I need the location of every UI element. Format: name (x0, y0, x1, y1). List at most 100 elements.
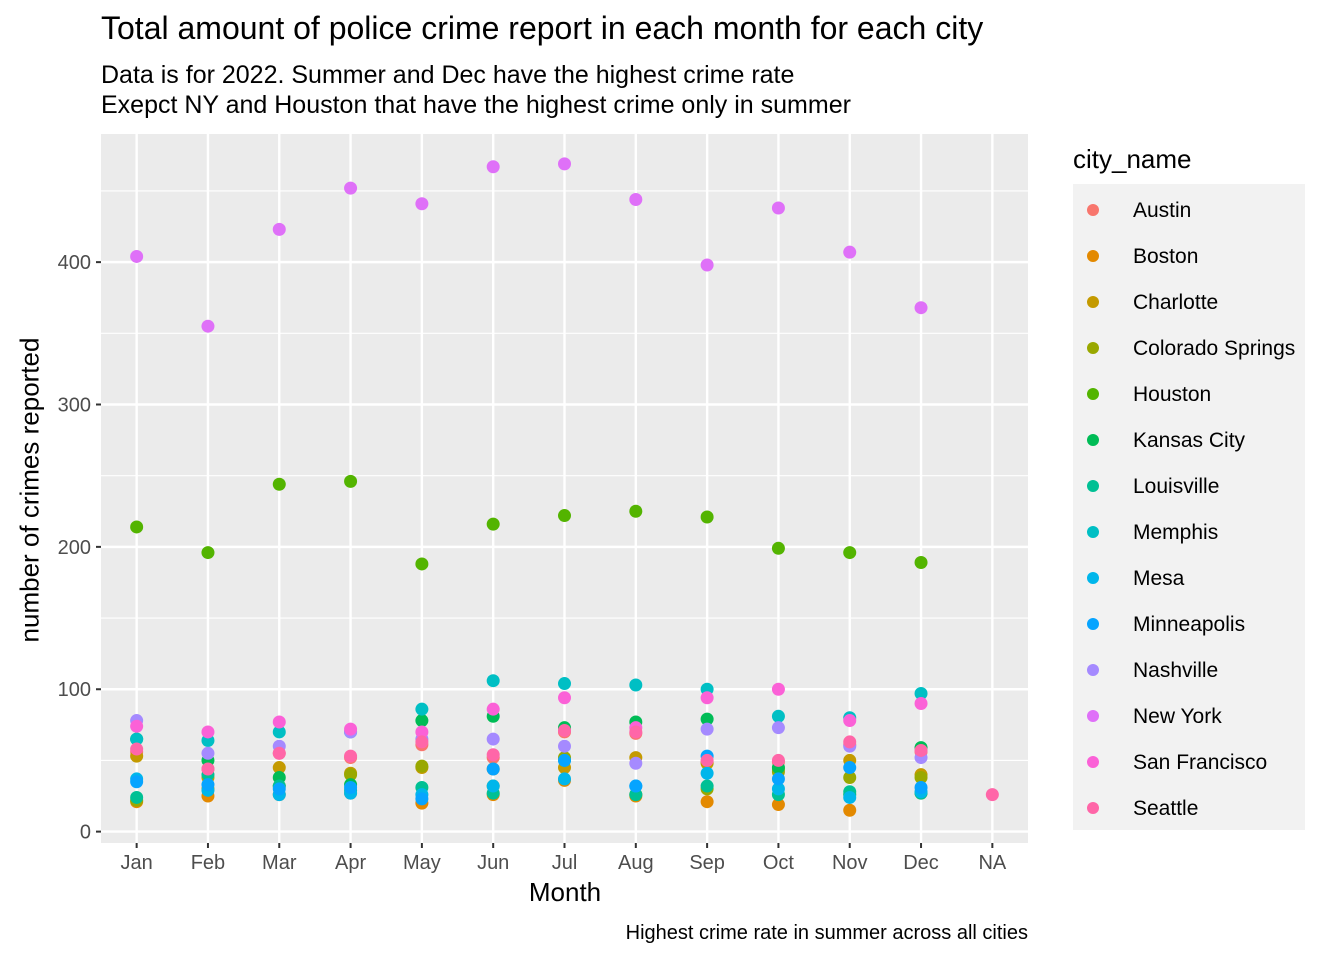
data-point (272, 725, 286, 739)
data-point (700, 779, 714, 793)
data-point (914, 743, 928, 757)
legend-label: Seattle (1133, 797, 1199, 820)
data-point (629, 756, 643, 770)
data-point (415, 197, 429, 211)
data-point (486, 702, 500, 716)
x-tick-label: Feb (191, 852, 225, 874)
x-tick-label: May (403, 852, 441, 874)
data-point (344, 181, 358, 195)
legend-label: Kansas City (1133, 429, 1246, 452)
legend-label: Mesa (1133, 567, 1185, 590)
data-point (843, 761, 857, 775)
data-point (558, 724, 571, 738)
y-tick-label: 200 (58, 537, 91, 559)
legend-item: Charlotte (1073, 279, 1305, 325)
data-point (771, 541, 785, 555)
data-point (272, 746, 286, 760)
data-point (771, 772, 785, 786)
y-tick-label: 300 (58, 395, 91, 417)
data-point (344, 768, 358, 782)
data-point (558, 677, 571, 691)
legend: Austin Boston Charlotte Colorado Springs Hou… (1073, 184, 1305, 830)
data-point (130, 719, 144, 733)
x-tick-label: Sep (689, 852, 725, 874)
data-point (771, 798, 785, 812)
legend-key (1087, 296, 1099, 308)
chart-title: Total amount of police crime report in e… (101, 10, 984, 46)
data-point (843, 245, 857, 259)
data-point (629, 725, 643, 739)
legend-item: Louisville (1073, 463, 1305, 509)
data-point (201, 319, 215, 333)
x-tick-label: Aug (618, 852, 654, 874)
legend-key (1087, 526, 1099, 538)
legend-item: Colorado Springs (1073, 325, 1305, 371)
data-point (914, 687, 928, 701)
legend-label: Nashville (1133, 659, 1219, 682)
data-point (415, 759, 429, 773)
data-point (629, 678, 643, 692)
data-point (130, 742, 144, 756)
x-tick-labels: Jan Feb Mar Apr May Jun Jul Aug Sep Oct Nov Dec NA (121, 852, 1007, 874)
data-point (272, 477, 286, 491)
legend-label: Colorado Springs (1133, 337, 1296, 360)
data-point (201, 746, 215, 760)
data-point (201, 778, 215, 792)
data-point (558, 691, 571, 705)
data-point (201, 762, 215, 776)
data-point (344, 780, 358, 794)
data-point (558, 772, 571, 786)
data-point (272, 715, 286, 729)
x-axis-title: Month (528, 877, 602, 907)
legend-key (1087, 756, 1099, 768)
chart-caption: Highest crime rate in summer across all … (625, 922, 1028, 944)
legend-key (1087, 572, 1099, 584)
axis-ticks (96, 261, 994, 848)
data-point (771, 721, 785, 735)
y-tick-label: 400 (58, 252, 91, 274)
data-point (843, 803, 857, 817)
legend-label: Boston (1133, 245, 1199, 268)
data-point (415, 792, 429, 806)
legend-item: New York (1073, 693, 1305, 739)
legend-key (1087, 342, 1099, 354)
data-point (700, 258, 714, 272)
data-point (629, 504, 643, 518)
x-tick-label: Dec (903, 852, 939, 874)
data-point (700, 691, 714, 705)
data-point (130, 249, 144, 263)
data-point (201, 725, 215, 739)
data-point (914, 696, 928, 710)
data-point (558, 739, 571, 753)
legend-item: Mesa (1073, 555, 1305, 601)
data-point (486, 779, 500, 793)
data-point (486, 732, 500, 746)
x-tick-label: Jul (552, 852, 578, 874)
chart-subtitle-line-2: Exepct NY and Houston that have the high… (101, 91, 851, 119)
data-point (914, 780, 928, 794)
legend-key (1087, 480, 1099, 492)
data-point (201, 546, 215, 560)
data-point (130, 520, 144, 534)
data-point (558, 157, 571, 171)
data-point (985, 788, 999, 802)
legend-item: Memphis (1073, 509, 1305, 555)
data-point (558, 753, 571, 767)
x-tick-label: Jun (477, 852, 509, 874)
data-point (272, 222, 286, 236)
legend-item: Boston (1073, 233, 1305, 279)
legend-key (1087, 388, 1099, 400)
data-point (486, 517, 500, 531)
data-point (344, 749, 358, 763)
legend-label: Charlotte (1133, 291, 1219, 314)
data-point (272, 761, 286, 775)
chart-subtitle-line-1: Data is for 2022. Summer and Dec have th… (101, 61, 795, 89)
x-tick-label: NA (978, 852, 1006, 874)
data-point (700, 795, 714, 809)
data-point (415, 557, 429, 571)
legend-label: Minneapolis (1133, 613, 1246, 636)
x-tick-label: Oct (763, 852, 795, 874)
data-point (415, 735, 429, 749)
data-point (771, 782, 785, 796)
legend-key (1087, 434, 1099, 446)
